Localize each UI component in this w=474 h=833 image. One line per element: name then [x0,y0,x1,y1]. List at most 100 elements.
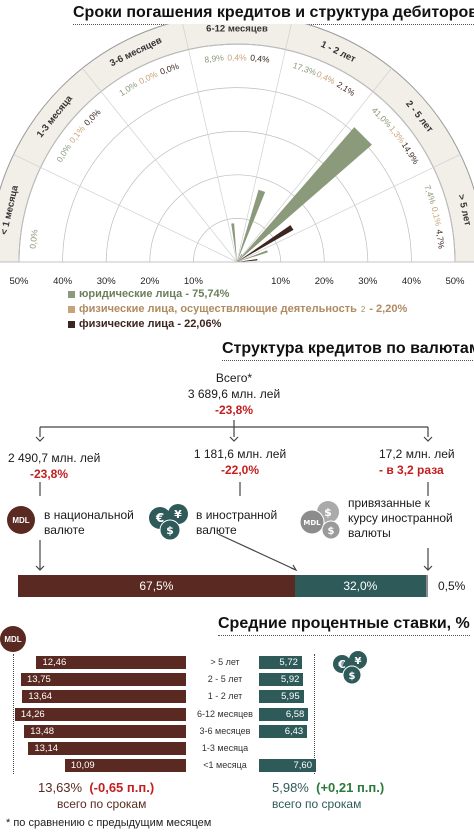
polar-value-label: 7,4% [422,184,438,206]
mdl-rate-icon: MDL [0,626,26,652]
peg-label: привязанные к курсу иностранной валюты [348,496,453,540]
polar-value-label: 0,1% [430,206,444,228]
polar-value-label: 0,0% [137,69,159,87]
share-bar-national: 67,5% [18,575,295,597]
polar-bar [231,223,237,262]
polar-value-label: 1,0% [117,79,139,98]
svg-text:¥: ¥ [174,508,182,521]
footnote: * по сравнению с предыдущим месяцем [6,817,212,829]
polar-value-label: 0,0% [54,142,73,164]
polar-value-label: 4,7% [434,229,446,250]
for-value: 1 181,6 млн. лей [193,447,287,461]
foreign-rate-bar: 5,92 [259,673,304,687]
mdl-rate-bar: 13,14 [28,742,186,755]
polar-value-label: 0,4% [227,52,247,62]
foreign-rate-bar: 6,43 [259,724,308,738]
foreign-rate-bar: 5,72 [259,656,302,669]
polar-bar [237,258,242,262]
nat-label: в национальной валюте [44,508,134,537]
rate-category-label: 6-12 месяцев [197,708,253,719]
polar-bar [237,225,294,262]
mdl-rate-divider [13,654,14,774]
mdl-total: 13,63% (-0,65 п.п.) [38,780,155,795]
for-block: 1 181,6 млн. лей -22,0% [180,446,300,478]
mdl-caption: всего по срокам [57,797,147,811]
for-total: 5,98% (+0,21 п.п.) [272,780,385,795]
polar-value-label: 2,1% [335,79,357,98]
for-label: в иностранной валюте [196,508,278,537]
foreign-rate-icon: € ¥ $ [333,651,367,685]
polar-value-label: 0,0% [159,61,181,77]
rate-category-label: 1-3 месяца [201,743,249,753]
section3-title: Средние процентные ставки, % [218,615,470,636]
total-change: -23,8% [214,403,254,417]
legend-swatch-legal [68,290,75,298]
polar-value-label: 0,4% [250,52,271,64]
rate-category-label: 3-6 месяцев [199,725,251,736]
legend-swatch-individuals [68,320,75,328]
polar-bar [234,258,237,262]
foreign-currency-icon: € ¥ $ [149,504,188,541]
mdl-rate-bar: 13,75 [21,673,186,687]
peg-value: 17,2 млн. лей [379,447,455,461]
svg-text:€: € [155,511,164,525]
mdl-rate-bar: 13,64 [22,690,186,704]
total-block: Всего* 3 689,6 млн. лей -23,8% [174,370,294,418]
share-bar-pegged-label: 0,5% [438,579,466,593]
polar-axis-label: 40% [402,276,422,287]
polar-value-label: 0,0% [82,107,103,128]
legend-entrepreneurs: физические лица, осуществляющие деятельн… [68,303,407,315]
nat-value: 2 490,7 млн. лей [8,451,101,465]
section1-title: Сроки погашения кредитов и структура деб… [73,4,474,25]
polar-axis-label: 50% [445,276,465,287]
mdl-rate-bar: 10,09 [64,759,186,773]
rate-category-label: 2 - 5 лет [207,674,243,685]
pegged-currency-icon: $ MDL $ [299,501,341,540]
polar-value-label: 0,4% [315,69,337,87]
mdl-rate-bar: 12,46 [36,656,186,669]
peg-block: 17,2 млн. лей - в 3,2 раза [379,446,455,478]
polar-bar [237,254,243,262]
for-caption: всего по срокам [272,797,362,811]
polar-bar [237,260,238,262]
svg-text:$: $ [324,506,332,519]
svg-text:MDL: MDL [303,519,321,527]
polar-axis-label: 30% [97,276,117,287]
currency-tree-lines [35,420,433,572]
section2-title: Структура кредитов по валютам [222,340,474,361]
polar-category-label: 6-12 месяцев [206,24,268,35]
polar-bar [237,189,266,262]
total-label: Всего* [215,371,253,385]
share-bar-foreign: 32,0% [294,575,426,597]
svg-text:$: $ [349,671,356,682]
polar-value-label: 8,9% [204,52,225,64]
nat-block: 2 490,7 млн. лей -23,8% [8,450,100,482]
svg-text:$: $ [166,524,174,537]
foreign-rate-bar: 7,60 [259,759,316,773]
polar-axis-label: 20% [315,276,335,287]
polar-axis-label: 20% [140,276,160,287]
polar-axis-label: 10% [184,276,204,287]
svg-text:¥: ¥ [355,656,362,667]
peg-change: - в 3,2 раза [379,463,444,477]
mdl-rate-bar: 14,26 [14,707,186,721]
polar-value-label: 14,9% [400,140,422,166]
legend-legal: юридические лица - 75,74% [68,288,229,300]
polar-value-label: 0,0% [27,228,39,249]
share-bar: 67,5% 32,0% [18,575,428,597]
polar-value-label: 41,0% [370,105,394,129]
polar-value-label: 17,3% [292,60,318,78]
rate-category-label: 1 - 2 лет [207,691,243,702]
foreign-rate-bar: 6,58 [259,707,309,721]
svg-text:$: $ [328,526,335,537]
polar-bar [237,250,268,262]
legend-individuals: физические лица - 22,06% [68,318,221,330]
foreign-rate-divider [314,654,315,774]
nat-change: -23,8% [30,467,69,481]
polar-axis-label: 30% [358,276,378,287]
polar-value-label: 0,1% [67,123,87,145]
polar-bar [237,259,258,262]
polar-bar [237,127,372,263]
mdl-rate-bar: 13,48 [24,724,186,738]
